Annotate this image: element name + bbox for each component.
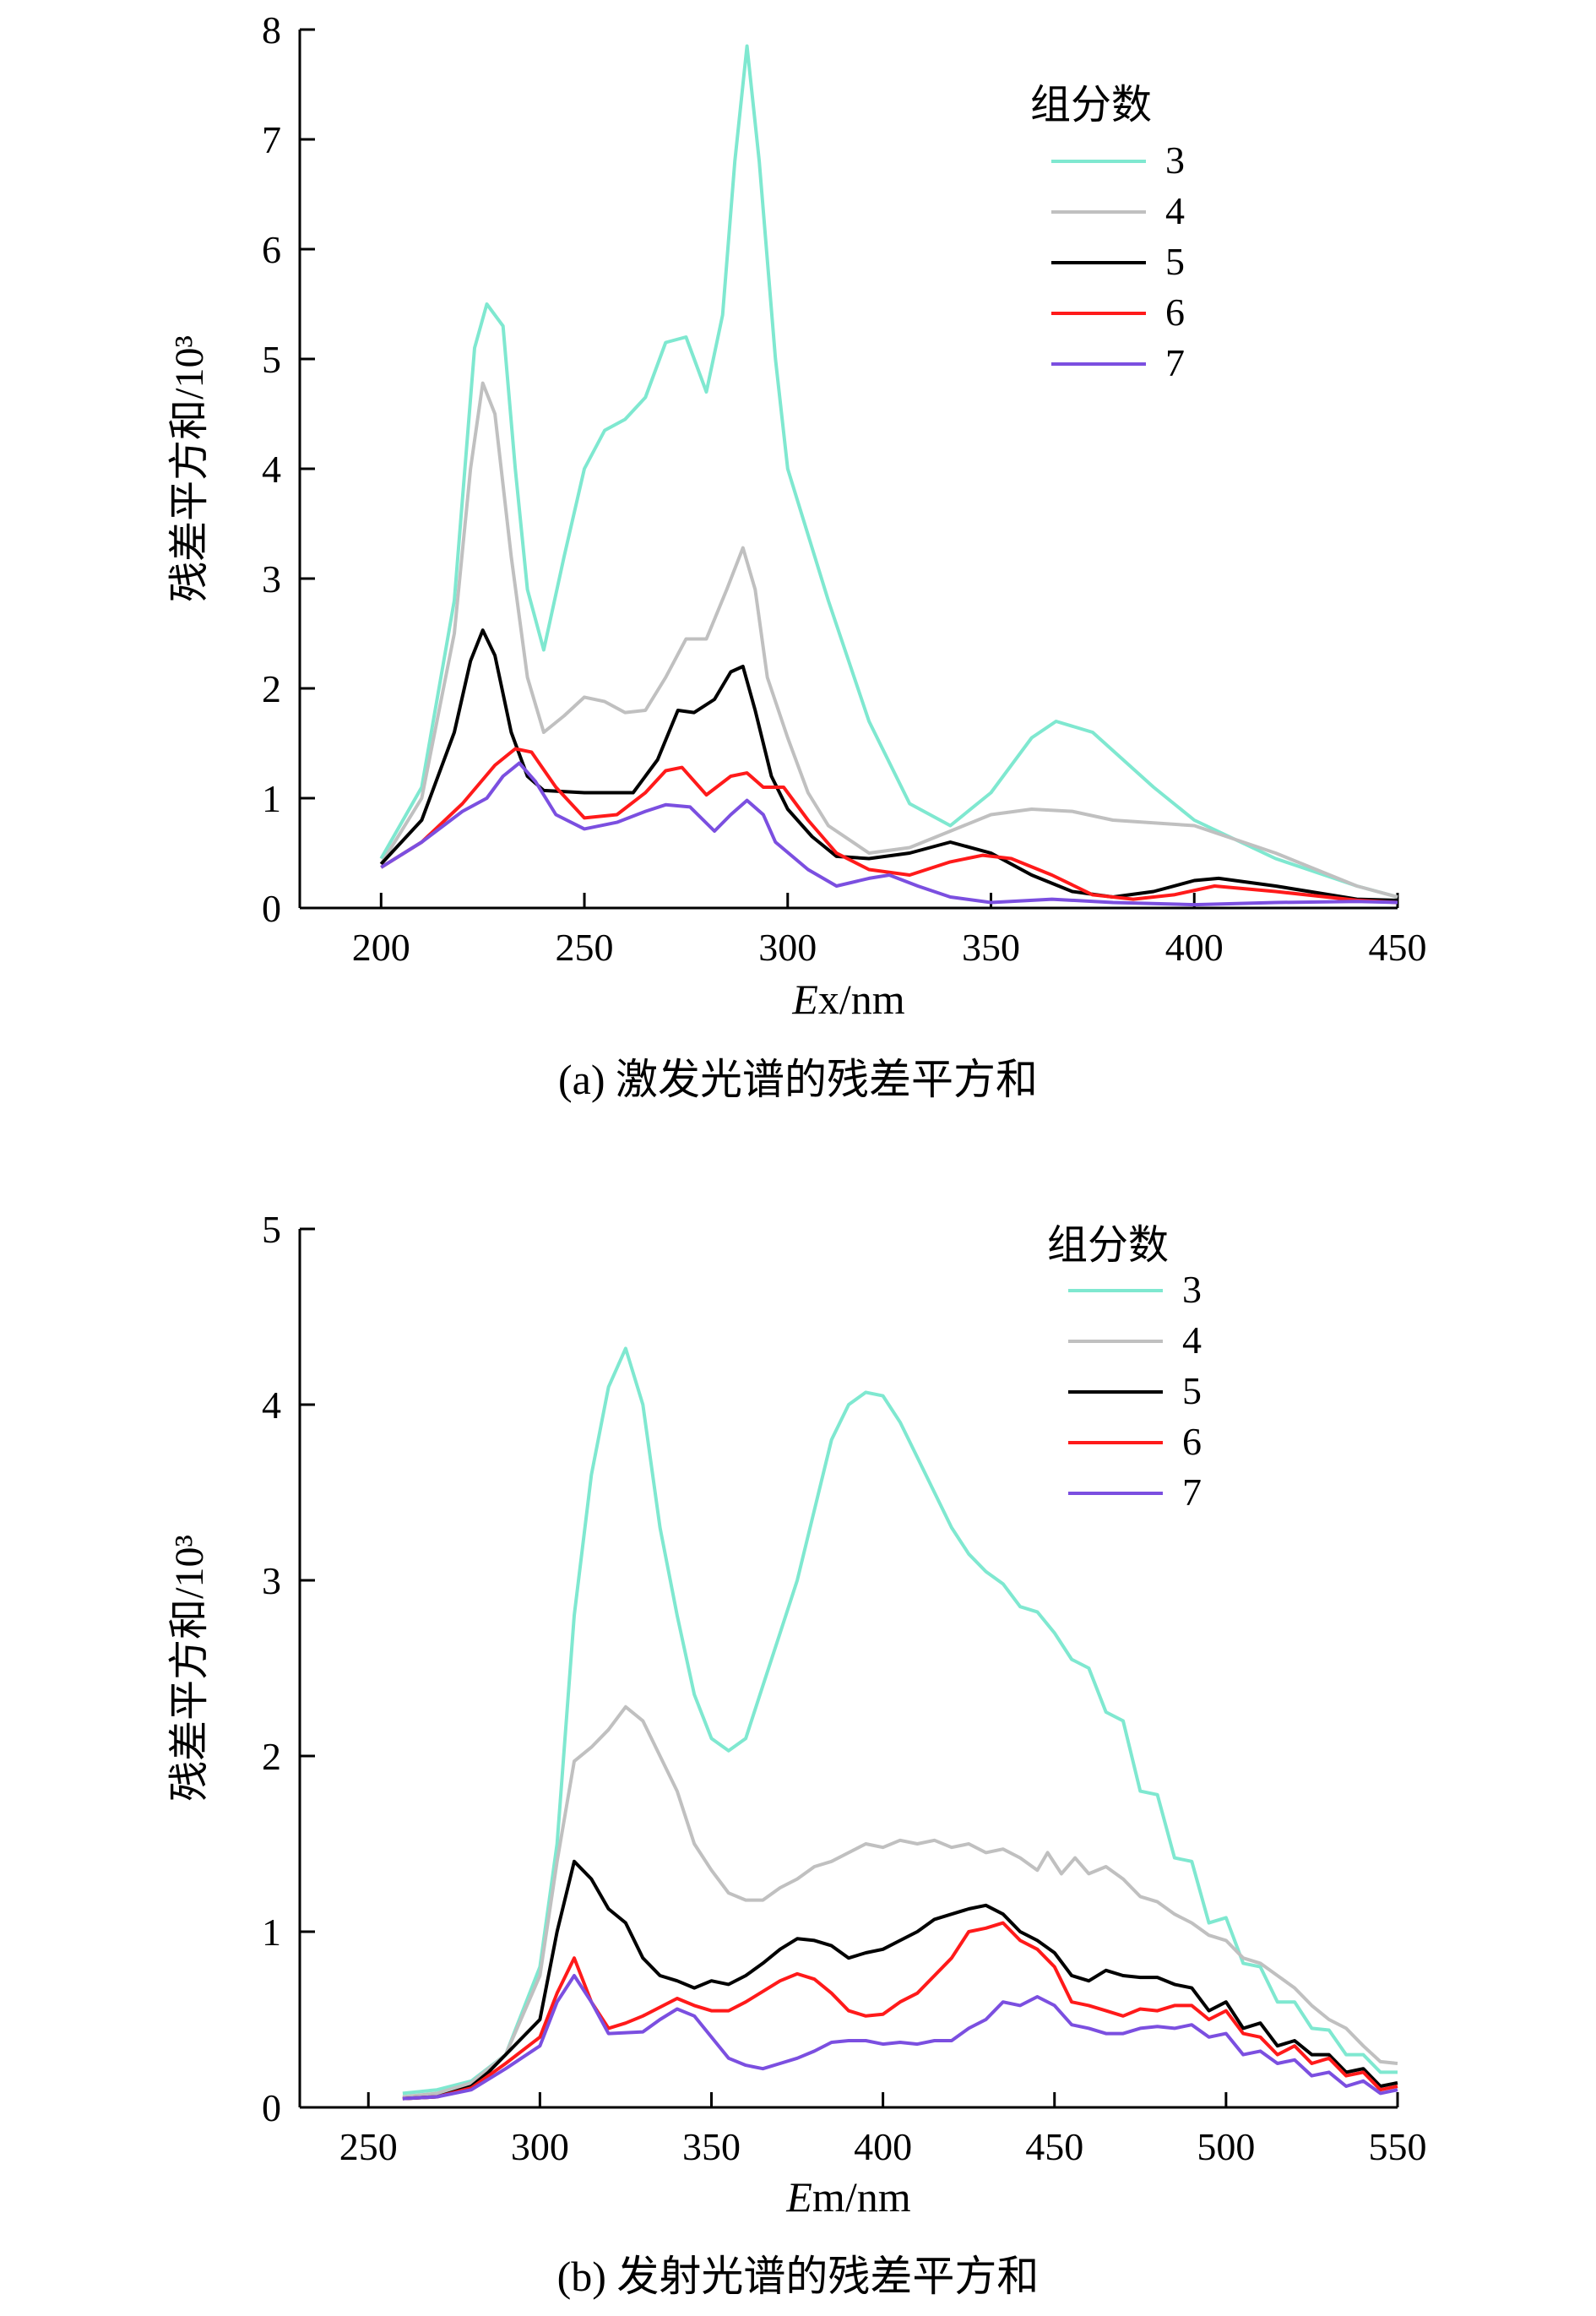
x-tick-label: 250 xyxy=(556,926,614,969)
legend-label-5: 5 xyxy=(1165,240,1185,283)
y-tick-label: 5 xyxy=(262,338,281,381)
legend-label-4: 4 xyxy=(1182,1318,1202,1362)
series-line-4 xyxy=(402,1704,1398,2099)
emission-residual-chart: 0 1 2 3 4 5 250 300 350 400 450 500 550 Em/nm 残差平方和/10… xyxy=(167,1208,1427,2300)
y-tick-label: 2 xyxy=(262,1735,281,1778)
legend-label-6: 6 xyxy=(1165,291,1185,334)
x-tick-label: 350 xyxy=(682,2125,741,2168)
legend-title: 组分数 xyxy=(1030,83,1152,128)
x-tick-label: 550 xyxy=(1369,2125,1427,2168)
x-tick-label: 250 xyxy=(339,2125,398,2168)
x-tick-label: 300 xyxy=(758,926,817,969)
legend-label-3: 3 xyxy=(1165,139,1185,182)
x-tick-label: 200 xyxy=(352,926,410,969)
legend-label-7: 7 xyxy=(1182,1471,1202,1514)
series-line-5 xyxy=(402,1859,1398,2101)
y-tick-label: 1 xyxy=(262,1911,281,1954)
chart-a-caption: (a) 激发光谱的残差平方和 xyxy=(558,1056,1038,1103)
legend-label-3: 3 xyxy=(1182,1268,1202,1311)
y-tick-label: 4 xyxy=(262,1384,281,1427)
x-tick-label: 450 xyxy=(1369,926,1427,969)
y-tick-label: 3 xyxy=(262,557,281,601)
y-tick-label: 4 xyxy=(262,448,281,491)
y-tick-label: 2 xyxy=(262,667,281,710)
x-axis-title: Ex/nm xyxy=(791,976,904,1023)
x-tick-label: 450 xyxy=(1025,2125,1083,2168)
y-tick-label: 6 xyxy=(262,228,281,271)
y-tick-label: 5 xyxy=(262,1208,281,1251)
legend-label-4: 4 xyxy=(1165,189,1185,232)
y-tick-label: 0 xyxy=(262,2086,281,2129)
series-line-3 xyxy=(402,1346,1398,2096)
y-axis-title: 残差平方和/10³ xyxy=(167,335,212,602)
series-line-6 xyxy=(380,747,1398,905)
x-tick-label: 500 xyxy=(1197,2125,1255,2168)
chart-b-caption: (b) 发射光谱的残差平方和 xyxy=(557,2253,1040,2300)
chart-a-plot: 0 1 2 3 4 5 6 7 8 200 250 300 350 400 450 Ex/nm 残差平方和/10… xyxy=(167,8,1427,1023)
y-tick-label: 7 xyxy=(262,118,281,161)
series-line-6 xyxy=(402,1921,1398,2101)
legend-label-6: 6 xyxy=(1182,1420,1202,1463)
y-tick-label: 3 xyxy=(262,1559,281,1602)
chart-b-plot: 0 1 2 3 4 5 250 300 350 400 450 500 550 Em/nm 残差平方和/10… xyxy=(167,1208,1427,2221)
x-tick-label: 400 xyxy=(1165,926,1224,969)
x-tick-label: 350 xyxy=(962,926,1020,969)
series-line-7 xyxy=(380,761,1398,907)
excitation-residual-chart: 0 1 2 3 4 5 6 7 8 200 250 300 350 400 450 Ex/nm 残差平方和/10… xyxy=(167,8,1427,1103)
legend-title: 组分数 xyxy=(1047,1223,1169,1268)
series-line-7 xyxy=(402,1974,1398,2101)
x-tick-label: 300 xyxy=(511,2125,569,2168)
y-axis-title: 残差平方和/10³ xyxy=(167,1535,212,1802)
legend-label-5: 5 xyxy=(1182,1369,1202,1412)
series-line-3 xyxy=(379,44,1398,899)
y-tick-label: 0 xyxy=(262,887,281,930)
series-line-4 xyxy=(379,381,1398,899)
y-tick-label: 1 xyxy=(262,777,281,820)
x-axis-title: Em/nm xyxy=(785,2173,910,2221)
legend-label-7: 7 xyxy=(1165,341,1185,384)
x-tick-label: 400 xyxy=(854,2125,912,2168)
y-tick-label: 8 xyxy=(262,8,281,52)
